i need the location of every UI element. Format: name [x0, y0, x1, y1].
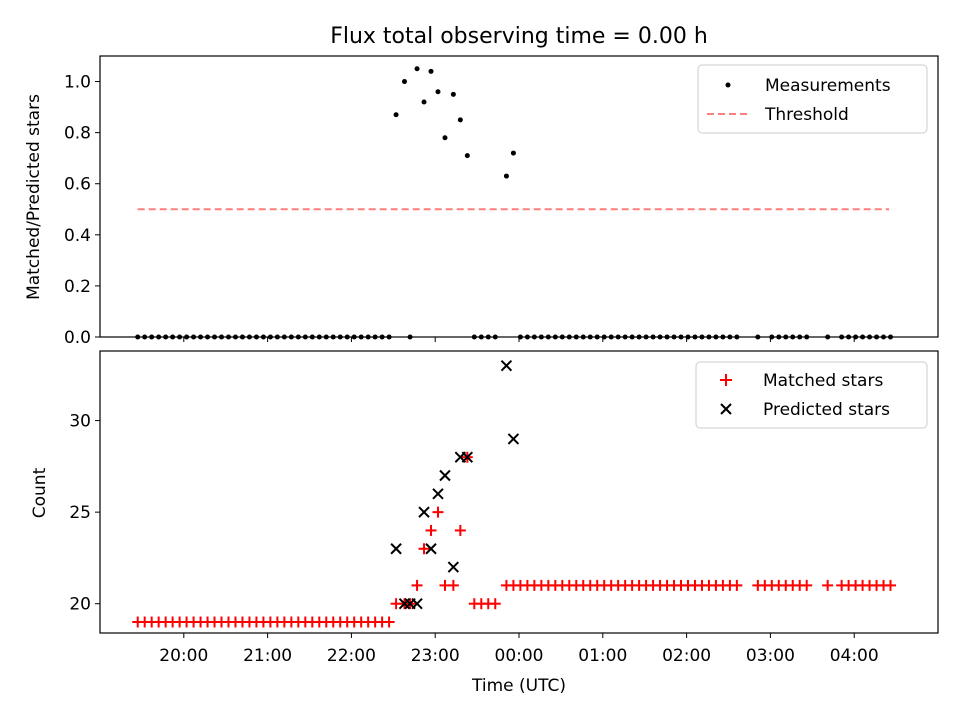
predicted-star-point: [425, 543, 437, 555]
predicted-star-point: [390, 543, 402, 555]
predicted-star-point: [461, 451, 474, 463]
matched-star-point: [822, 579, 834, 591]
measurement-point: [457, 117, 463, 123]
x-tick-label: 00:00: [495, 646, 544, 666]
matched-star-point: [489, 598, 501, 610]
x-tick-label: 23:00: [411, 646, 460, 666]
top-plot-area: [135, 66, 894, 340]
measurement-point: [401, 79, 407, 85]
measurement-point: [435, 89, 441, 95]
legend-measurements-marker: [725, 82, 731, 88]
bottom-y-axis-label: Count: [30, 467, 50, 518]
matched-star-point: [801, 579, 813, 591]
legend-predicted-label: Predicted stars: [763, 400, 890, 420]
matched-star-point: [731, 579, 743, 591]
predicted-star-point: [439, 469, 451, 482]
matched-star-point: [383, 616, 395, 628]
measurement-point: [428, 68, 434, 74]
measurement-point: [414, 66, 420, 72]
top-y-tick-label: 0.4: [64, 226, 91, 246]
predicted-star-point: [507, 433, 520, 445]
legend-measurements-label: Measurements: [765, 76, 891, 96]
x-tick-label: 03:00: [746, 646, 795, 666]
x-tick-label: 02:00: [662, 646, 711, 666]
bottom-y-tick-label: 30: [69, 412, 91, 432]
legend-threshold-label: Threshold: [764, 105, 849, 125]
x-tick-label: 22:00: [327, 646, 376, 666]
predicted-star-point: [432, 488, 444, 500]
top-y-tick-label: 1.0: [64, 73, 91, 93]
bottom-y-tick-label: 20: [69, 595, 91, 615]
x-tick-label: 20:00: [159, 646, 208, 666]
legend-matched-label: Matched stars: [763, 371, 883, 391]
legend-matched-marker: [720, 374, 732, 386]
bottom-plot-area: [132, 359, 897, 628]
predicted-star-point: [411, 597, 423, 610]
x-tick-label: 21:00: [243, 646, 292, 666]
predicted-star-point: [500, 359, 513, 372]
matched-star-point: [454, 524, 466, 536]
measurement-point: [464, 153, 470, 159]
measurement-point: [503, 173, 509, 179]
top-y-tick-label: 0.8: [64, 124, 91, 144]
measurement-point: [450, 91, 456, 97]
matched-star-point: [411, 579, 423, 591]
bottom-y-tick-label: 25: [69, 503, 91, 523]
top-legend: Measurements Threshold: [697, 64, 928, 134]
predicted-star-point: [418, 506, 430, 518]
matched-star-point: [418, 543, 430, 555]
bottom-legend: Matched stars Predicted stars: [695, 361, 928, 429]
matched-star-point: [885, 579, 897, 591]
matched-star-point: [425, 524, 437, 536]
x-tick-label: 01:00: [578, 646, 627, 666]
x-axis-label: Time (UTC): [471, 676, 566, 696]
matched-star-point: [447, 579, 459, 591]
top-y-tick-label: 0.6: [64, 175, 91, 195]
top-y-tick-label: 0.0: [64, 328, 91, 348]
top-y-tick-label: 0.2: [64, 277, 91, 297]
measurement-point: [421, 99, 427, 105]
x-tick-label: 04:00: [830, 646, 879, 666]
legend-predicted-marker: [720, 403, 732, 415]
matched-star-point: [432, 506, 444, 518]
top-y-axis-label: Matched/Predicted stars: [24, 94, 44, 300]
measurement-point: [510, 150, 516, 156]
predicted-star-point: [447, 561, 460, 573]
chart-title: Flux total observing time = 0.00 h: [330, 24, 708, 49]
measurement-point: [442, 135, 448, 141]
measurement-point: [393, 112, 399, 118]
